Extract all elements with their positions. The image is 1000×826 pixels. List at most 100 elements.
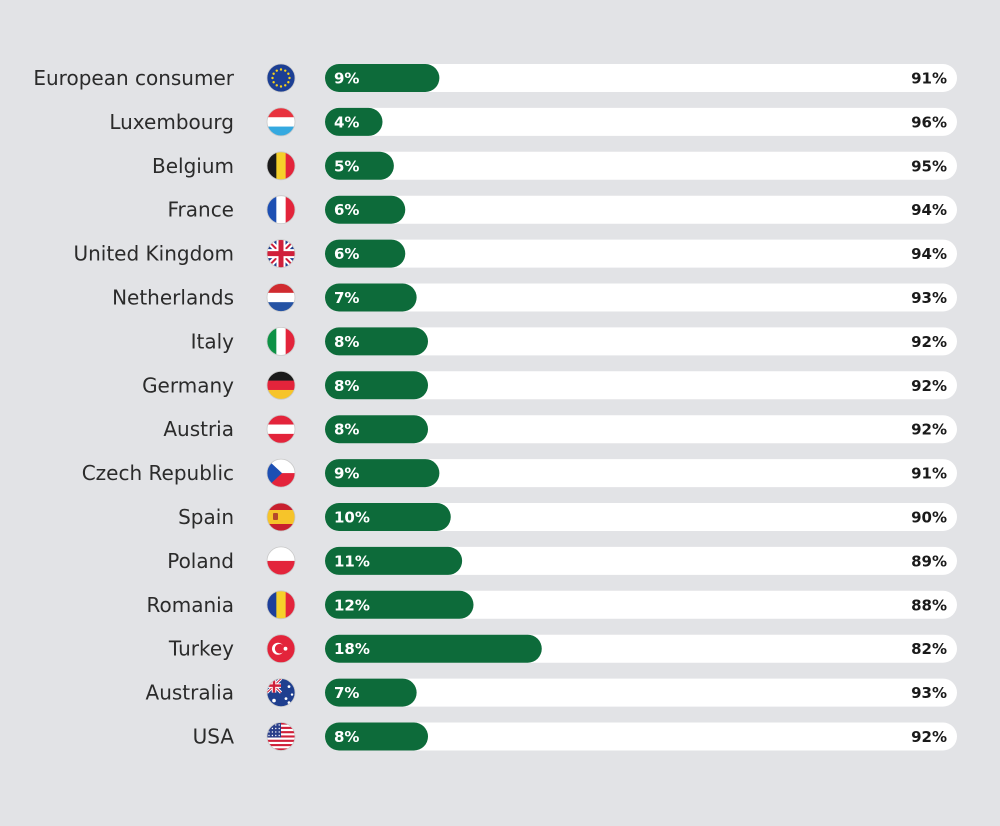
australia-flag-icon: [266, 678, 296, 707]
country-label: Italy: [191, 329, 235, 353]
country-label: Netherlands: [112, 286, 234, 310]
germany-flag-icon: [266, 370, 296, 400]
czech-flag-icon: [266, 458, 296, 488]
bar-segment-green: [325, 195, 406, 224]
country-label: Czech Republic: [82, 461, 234, 485]
country-label: USA: [193, 725, 235, 749]
white-value-label: 95%: [911, 157, 947, 175]
bar-segment-green: [325, 722, 429, 751]
country-label: European consumer: [33, 66, 234, 90]
country-label: Romania: [147, 593, 234, 617]
country-label: Luxembourg: [109, 110, 234, 134]
white-value-label: 91%: [911, 465, 947, 483]
bar-row: Australia 7% 93%: [146, 678, 957, 707]
bar-segment-green: [325, 590, 474, 619]
bar-row: Belgium 5% 95%: [152, 151, 957, 181]
white-value-label: 93%: [911, 684, 947, 702]
bar-segment-white: [325, 678, 957, 707]
green-value-label: 5%: [334, 157, 359, 175]
bar-segment-green: [325, 151, 394, 180]
bar-segment-white: [325, 151, 957, 180]
bar-segment-green: [325, 371, 429, 400]
country-label: Belgium: [152, 154, 234, 178]
white-value-label: 92%: [911, 421, 947, 439]
bar-row: Germany 8% 92%: [142, 370, 957, 400]
bar-segment-white: [325, 195, 957, 224]
white-value-label: 96%: [911, 113, 947, 131]
bar-row: USA 8% 92%: [193, 722, 957, 751]
spain-flag-icon: [266, 502, 296, 532]
austria-flag-icon: [266, 414, 296, 444]
luxembourg-flag-icon: [266, 107, 296, 137]
white-value-label: 82%: [911, 640, 947, 658]
white-value-label: 91%: [911, 70, 947, 88]
white-value-label: 92%: [911, 377, 947, 395]
bar-segment-green: [325, 678, 417, 707]
green-value-label: 10%: [334, 509, 370, 527]
bar-segment-green: [325, 107, 383, 136]
green-value-label: 9%: [334, 70, 359, 88]
bar-row: Czech Republic 9% 91%: [82, 458, 957, 488]
green-value-label: 9%: [334, 465, 359, 483]
bar-segment-green: [325, 415, 429, 444]
bar-segment-green: [325, 459, 440, 488]
green-value-label: 12%: [334, 596, 370, 614]
green-value-label: 8%: [334, 728, 359, 746]
poland-flag-icon: [266, 546, 296, 576]
bar-segment-white: [325, 283, 957, 312]
bar-row: European consumer 9% 91%: [33, 63, 957, 93]
green-value-label: 11%: [334, 552, 370, 570]
white-value-label: 94%: [911, 245, 947, 263]
bar-segment-white: [325, 546, 957, 575]
country-label: France: [167, 198, 234, 222]
green-value-label: 18%: [334, 640, 370, 658]
uk-flag-icon: [266, 239, 296, 269]
france-flag-icon: [266, 195, 296, 225]
green-value-label: 7%: [334, 289, 359, 307]
bar-row: Netherlands 7% 93%: [112, 283, 957, 312]
usa-flag-icon: [266, 722, 296, 751]
white-value-label: 94%: [911, 201, 947, 219]
country-label: Australia: [146, 681, 234, 705]
country-label: Austria: [163, 417, 234, 441]
white-value-label: 92%: [911, 333, 947, 351]
netherlands-flag-icon: [266, 283, 296, 312]
bar-segment-green: [325, 283, 417, 312]
bar-segment-white: [325, 459, 957, 488]
eu-flag-icon: [266, 63, 296, 93]
green-value-label: 7%: [334, 684, 359, 702]
italy-flag-icon: [266, 326, 296, 356]
bar-segment-white: [325, 590, 957, 619]
bar-segment-green: [325, 546, 463, 575]
bar-row: Turkey 18% 82%: [168, 634, 957, 664]
green-value-label: 6%: [334, 245, 359, 263]
bar-segment-white: [325, 503, 957, 531]
bar-segment-green: [325, 634, 542, 663]
white-value-label: 90%: [911, 509, 947, 527]
bar-segment-white: [325, 415, 957, 444]
green-value-label: 8%: [334, 333, 359, 351]
bar-segment-white: [325, 64, 957, 92]
romania-flag-icon: [266, 590, 296, 620]
bar-row: Spain 10% 90%: [178, 502, 957, 532]
white-value-label: 92%: [911, 728, 947, 746]
bar-segment-green: [325, 64, 440, 92]
bar-row: United Kingdom 6% 94%: [73, 239, 957, 269]
green-value-label: 6%: [334, 201, 359, 219]
white-value-label: 89%: [911, 552, 947, 570]
turkey-flag-icon: [266, 634, 296, 664]
country-label: Turkey: [168, 637, 234, 661]
bar-segment-green: [325, 239, 406, 268]
bar-segment-white: [325, 722, 957, 751]
bar-segment-white: [325, 371, 957, 400]
country-label: United Kingdom: [73, 242, 234, 266]
bar-row: Austria 8% 92%: [163, 414, 957, 444]
bar-segment-green: [325, 327, 429, 356]
bar-row: Romania 12% 88%: [147, 590, 957, 620]
belgium-flag-icon: [266, 151, 296, 181]
green-value-label: 4%: [334, 113, 359, 131]
bar-segment-white: [325, 239, 957, 268]
bar-segment-white: [325, 107, 957, 136]
country-label: Spain: [178, 505, 234, 529]
